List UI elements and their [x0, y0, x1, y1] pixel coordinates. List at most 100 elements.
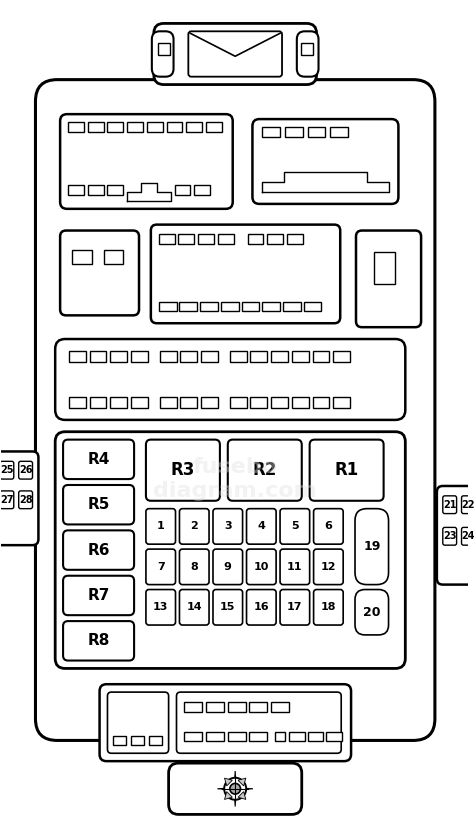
Text: 12: 12 [320, 562, 336, 572]
Polygon shape [225, 792, 232, 799]
Bar [289, 732, 305, 742]
Bar [242, 302, 259, 311]
FancyBboxPatch shape [60, 230, 139, 315]
Text: 21: 21 [443, 500, 456, 510]
Text: 19: 19 [363, 540, 381, 553]
Polygon shape [234, 790, 236, 807]
Bar [292, 351, 309, 361]
Bar [228, 702, 246, 712]
Text: R1: R1 [335, 461, 359, 479]
Bar [374, 252, 395, 284]
Text: 10: 10 [254, 562, 269, 572]
Bar [159, 234, 174, 244]
FancyBboxPatch shape [146, 549, 175, 585]
FancyBboxPatch shape [356, 230, 421, 328]
Bar [275, 732, 285, 742]
Bar [271, 397, 288, 408]
Bar [127, 122, 143, 132]
Bar [330, 127, 348, 137]
Text: 1: 1 [157, 521, 164, 531]
Bar [160, 351, 176, 361]
Bar [179, 234, 194, 244]
FancyBboxPatch shape [154, 23, 317, 85]
FancyBboxPatch shape [280, 590, 310, 625]
Text: R2: R2 [253, 461, 277, 479]
Bar [230, 351, 246, 361]
Bar [218, 234, 234, 244]
FancyBboxPatch shape [63, 621, 134, 661]
FancyBboxPatch shape [280, 549, 310, 585]
Bar [308, 127, 326, 137]
FancyBboxPatch shape [180, 549, 209, 585]
FancyBboxPatch shape [462, 527, 474, 545]
Bar [159, 302, 176, 311]
FancyBboxPatch shape [314, 549, 343, 585]
Text: 24: 24 [462, 531, 474, 541]
Bar [271, 351, 288, 361]
Polygon shape [237, 788, 253, 790]
Bar [149, 736, 162, 745]
Bar [167, 122, 182, 132]
Circle shape [230, 784, 240, 794]
Polygon shape [218, 788, 233, 790]
Bar [262, 302, 280, 311]
Bar [72, 250, 91, 264]
Bar [184, 702, 202, 712]
Bar [131, 351, 148, 361]
FancyBboxPatch shape [36, 80, 435, 740]
Text: 13: 13 [153, 602, 168, 612]
FancyBboxPatch shape [180, 509, 209, 544]
Text: 4: 4 [257, 521, 265, 531]
Text: 25: 25 [0, 465, 14, 475]
FancyBboxPatch shape [0, 491, 14, 509]
Text: 2: 2 [191, 521, 198, 531]
Bar [271, 702, 289, 712]
Bar [147, 122, 163, 132]
FancyBboxPatch shape [60, 114, 233, 209]
Bar [201, 351, 218, 361]
FancyBboxPatch shape [314, 509, 343, 544]
Bar [180, 302, 197, 311]
Polygon shape [238, 792, 246, 799]
Bar [200, 302, 218, 311]
Text: R4: R4 [87, 452, 110, 467]
Text: R5: R5 [87, 497, 110, 512]
Bar [313, 351, 329, 361]
Text: 23: 23 [443, 531, 456, 541]
Text: R8: R8 [87, 634, 110, 648]
Bar [184, 732, 202, 742]
FancyBboxPatch shape [213, 590, 243, 625]
FancyBboxPatch shape [443, 527, 456, 545]
Bar [110, 351, 127, 361]
Circle shape [224, 778, 246, 799]
Polygon shape [225, 778, 232, 786]
FancyBboxPatch shape [246, 509, 276, 544]
FancyBboxPatch shape [18, 461, 33, 479]
Bar [221, 302, 238, 311]
Text: 18: 18 [320, 602, 336, 612]
FancyBboxPatch shape [213, 549, 243, 585]
Text: 6: 6 [324, 521, 332, 531]
FancyBboxPatch shape [0, 461, 14, 479]
Text: 7: 7 [157, 562, 164, 572]
Text: 3: 3 [224, 521, 232, 531]
Bar [308, 732, 323, 742]
FancyBboxPatch shape [146, 440, 220, 501]
Text: R7: R7 [87, 588, 110, 603]
FancyBboxPatch shape [213, 509, 243, 544]
FancyBboxPatch shape [108, 692, 169, 753]
FancyBboxPatch shape [169, 763, 302, 814]
FancyBboxPatch shape [355, 590, 389, 635]
Bar [287, 234, 303, 244]
Bar [313, 397, 329, 408]
Bar [90, 351, 107, 361]
FancyBboxPatch shape [437, 486, 474, 585]
Bar [68, 185, 84, 195]
FancyBboxPatch shape [55, 431, 405, 668]
Text: 9: 9 [224, 562, 232, 572]
Bar [198, 234, 214, 244]
Bar [262, 127, 280, 137]
Text: 14: 14 [186, 602, 202, 612]
FancyBboxPatch shape [55, 339, 405, 420]
FancyBboxPatch shape [188, 31, 282, 77]
